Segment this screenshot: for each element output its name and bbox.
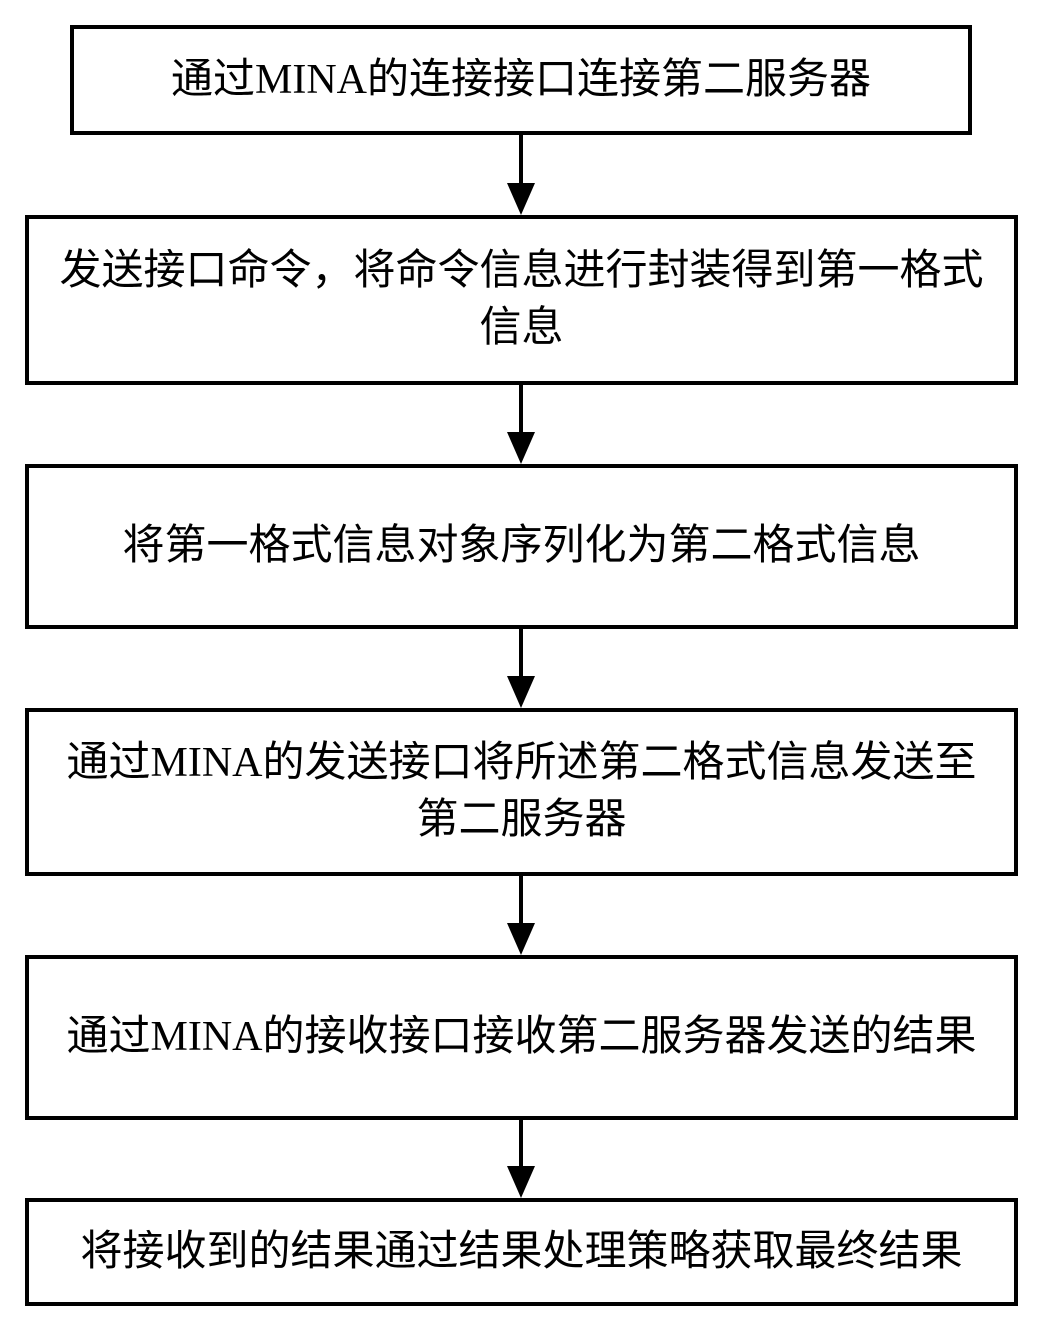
arrow-head-icon xyxy=(507,923,535,955)
flow-node-label: 通过MINA的接收接口接收第二服务器发送的结果 xyxy=(67,1009,977,1066)
arrow-shaft xyxy=(519,629,523,676)
flow-node-label: 发送接口命令，将命令信息进行封装得到第一格式信息 xyxy=(51,243,992,356)
flow-node-3: 将第一格式信息对象序列化为第二格式信息 xyxy=(25,464,1018,629)
flow-node-label: 通过MINA的发送接口将所述第二格式信息发送至第二服务器 xyxy=(51,735,992,848)
arrow-shaft xyxy=(519,385,523,432)
flow-node-label: 通过MINA的连接接口连接第二服务器 xyxy=(171,52,871,109)
arrow-head-icon xyxy=(507,183,535,215)
flow-node-label: 将接收到的结果通过结果处理策略获取最终结果 xyxy=(80,1224,962,1281)
arrow-shaft xyxy=(519,135,523,183)
flow-node-label: 将第一格式信息对象序列化为第二格式信息 xyxy=(122,518,920,575)
flow-node-5: 通过MINA的接收接口接收第二服务器发送的结果 xyxy=(25,955,1018,1120)
flowchart-canvas: 通过MINA的连接接口连接第二服务器发送接口命令，将命令信息进行封装得到第一格式… xyxy=(0,0,1043,1320)
arrow-head-icon xyxy=(507,1166,535,1198)
flow-node-4: 通过MINA的发送接口将所述第二格式信息发送至第二服务器 xyxy=(25,708,1018,876)
arrow-shaft xyxy=(519,876,523,923)
flow-node-1: 通过MINA的连接接口连接第二服务器 xyxy=(70,25,972,135)
flow-node-2: 发送接口命令，将命令信息进行封装得到第一格式信息 xyxy=(25,215,1018,385)
arrow-head-icon xyxy=(507,676,535,708)
arrow-shaft xyxy=(519,1120,523,1166)
arrow-head-icon xyxy=(507,432,535,464)
flow-node-6: 将接收到的结果通过结果处理策略获取最终结果 xyxy=(25,1198,1018,1306)
